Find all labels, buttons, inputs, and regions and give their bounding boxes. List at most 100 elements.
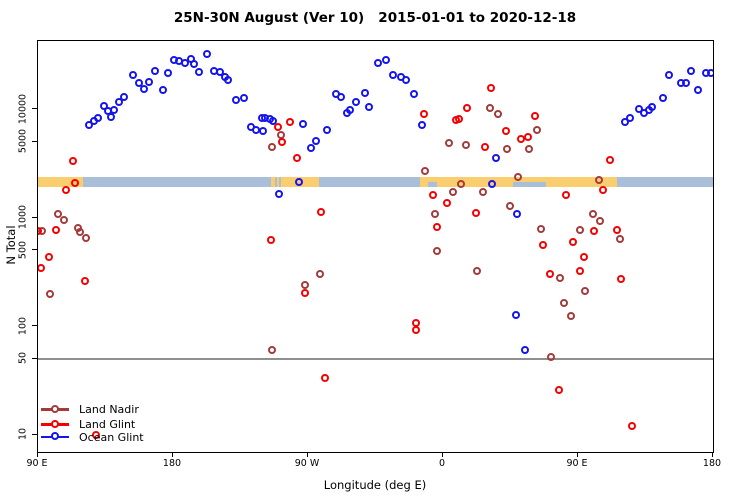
data-point-land-glint: [589, 227, 598, 236]
data-point-land-nadir: [420, 167, 429, 176]
data-point-ocean-glint: [106, 112, 115, 121]
reference-line-50: [38, 358, 713, 361]
surface-band-ocean-detail: [274, 177, 277, 187]
data-point-ocean-glint: [388, 71, 397, 80]
data-point-land-glint: [38, 226, 42, 235]
y-tick: [32, 108, 37, 109]
data-point-land-nadir: [589, 209, 598, 218]
data-point-land-glint: [568, 238, 577, 247]
data-point-ocean-glint: [129, 70, 138, 79]
x-tick-label: 180: [702, 458, 722, 469]
data-point-land-glint: [443, 199, 452, 208]
data-point-land-glint: [486, 84, 495, 93]
legend-label: Ocean Glint: [79, 430, 144, 444]
data-point-ocean-glint: [323, 126, 332, 135]
data-point-ocean-glint: [224, 76, 233, 85]
data-point-land-nadir: [486, 103, 495, 112]
y-tick-label: 10000: [17, 93, 29, 124]
data-point-land-glint: [538, 240, 547, 249]
x-tick: [307, 452, 308, 457]
y-tick-label: 50: [17, 352, 29, 365]
x-tick-label: 90 E: [26, 458, 48, 469]
surface-band-segment-ocean: [83, 177, 271, 187]
data-point-land-nadir: [546, 353, 555, 362]
data-point-land-nadir: [315, 270, 324, 279]
data-point-land-nadir: [536, 224, 545, 233]
data-point-land-nadir: [81, 233, 90, 242]
data-point-land-nadir: [506, 202, 515, 211]
y-tick-label: 5000: [17, 129, 29, 154]
data-point-ocean-glint: [658, 93, 667, 102]
data-point-ocean-glint: [626, 113, 635, 122]
legend-item-land-glint: Land Glint: [41, 417, 181, 431]
x-tick-label: 90 W: [294, 458, 320, 469]
data-point-land-glint: [70, 178, 79, 187]
data-point-land-glint: [69, 157, 78, 166]
data-point-land-nadir: [300, 280, 309, 289]
data-point-land-nadir: [502, 144, 511, 153]
data-point-ocean-glint: [351, 97, 360, 106]
surface-band-segment-land: [38, 177, 83, 187]
x-tick: [442, 452, 443, 457]
data-point-land-glint: [612, 225, 621, 234]
data-point-land-nadir: [472, 266, 481, 275]
legend-circle-marker: [51, 432, 59, 440]
data-point-ocean-glint: [345, 105, 354, 114]
data-point-land-nadir: [556, 273, 565, 282]
data-point-ocean-glint: [269, 116, 278, 125]
data-point-ocean-glint: [681, 79, 690, 88]
data-point-ocean-glint: [511, 310, 520, 319]
data-point-ocean-glint: [693, 85, 702, 94]
data-point-ocean-glint: [99, 102, 108, 111]
y-tick: [32, 325, 37, 327]
data-point-land-nadir: [267, 143, 276, 152]
data-point-land-glint: [433, 222, 442, 231]
data-point-ocean-glint: [418, 121, 427, 130]
data-point-ocean-glint: [93, 113, 102, 122]
surface-band-ocean-detail: [513, 182, 547, 187]
data-point-ocean-glint: [364, 102, 373, 111]
surface-band-segment-land: [270, 177, 319, 187]
data-point-land-nadir: [532, 126, 541, 135]
data-point-land-nadir: [276, 130, 285, 139]
data-point-land-nadir: [430, 209, 439, 218]
data-point-land-nadir: [444, 139, 453, 148]
data-point-ocean-glint: [258, 126, 267, 135]
data-point-land-nadir: [559, 299, 568, 308]
data-point-land-glint: [524, 133, 533, 142]
y-tick-label: 1000: [17, 205, 29, 230]
y-tick-label: 10: [17, 428, 29, 441]
y-tick: [32, 249, 37, 251]
surface-band-segment-ocean: [617, 177, 713, 187]
data-point-ocean-glint: [373, 59, 382, 68]
y-tick: [32, 357, 37, 359]
legend-item-ocean-glint: Ocean Glint: [41, 430, 181, 444]
data-point-land-glint: [80, 277, 89, 286]
data-point-ocean-glint: [140, 84, 149, 93]
y-tick: [32, 216, 37, 218]
data-point-ocean-glint: [215, 68, 224, 77]
data-point-ocean-glint: [158, 85, 167, 94]
data-point-ocean-glint: [360, 89, 369, 98]
data-point-ocean-glint: [491, 153, 500, 162]
data-point-ocean-glint: [707, 69, 713, 78]
data-point-land-glint: [316, 208, 325, 217]
legend-circle-marker: [51, 419, 59, 428]
data-point-land-nadir: [462, 140, 471, 149]
data-point-ocean-glint: [151, 66, 160, 75]
data-point-ocean-glint: [110, 105, 119, 114]
data-point-ocean-glint: [240, 93, 249, 102]
data-point-land-nadir: [60, 215, 69, 224]
data-point-land-glint: [266, 235, 275, 244]
data-point-land-glint: [38, 264, 46, 273]
data-point-land-glint: [300, 288, 309, 297]
data-point-land-glint: [480, 143, 489, 152]
chart-title: 25N-30N August (Ver 10) 2015-01-01 to 20…: [173, 10, 577, 26]
data-point-ocean-glint: [84, 120, 93, 129]
data-point-land-glint: [292, 153, 301, 162]
data-point-land-nadir: [75, 228, 84, 237]
data-point-land-nadir: [595, 175, 604, 184]
data-point-ocean-glint: [621, 117, 630, 126]
data-point-land-glint: [91, 430, 100, 439]
